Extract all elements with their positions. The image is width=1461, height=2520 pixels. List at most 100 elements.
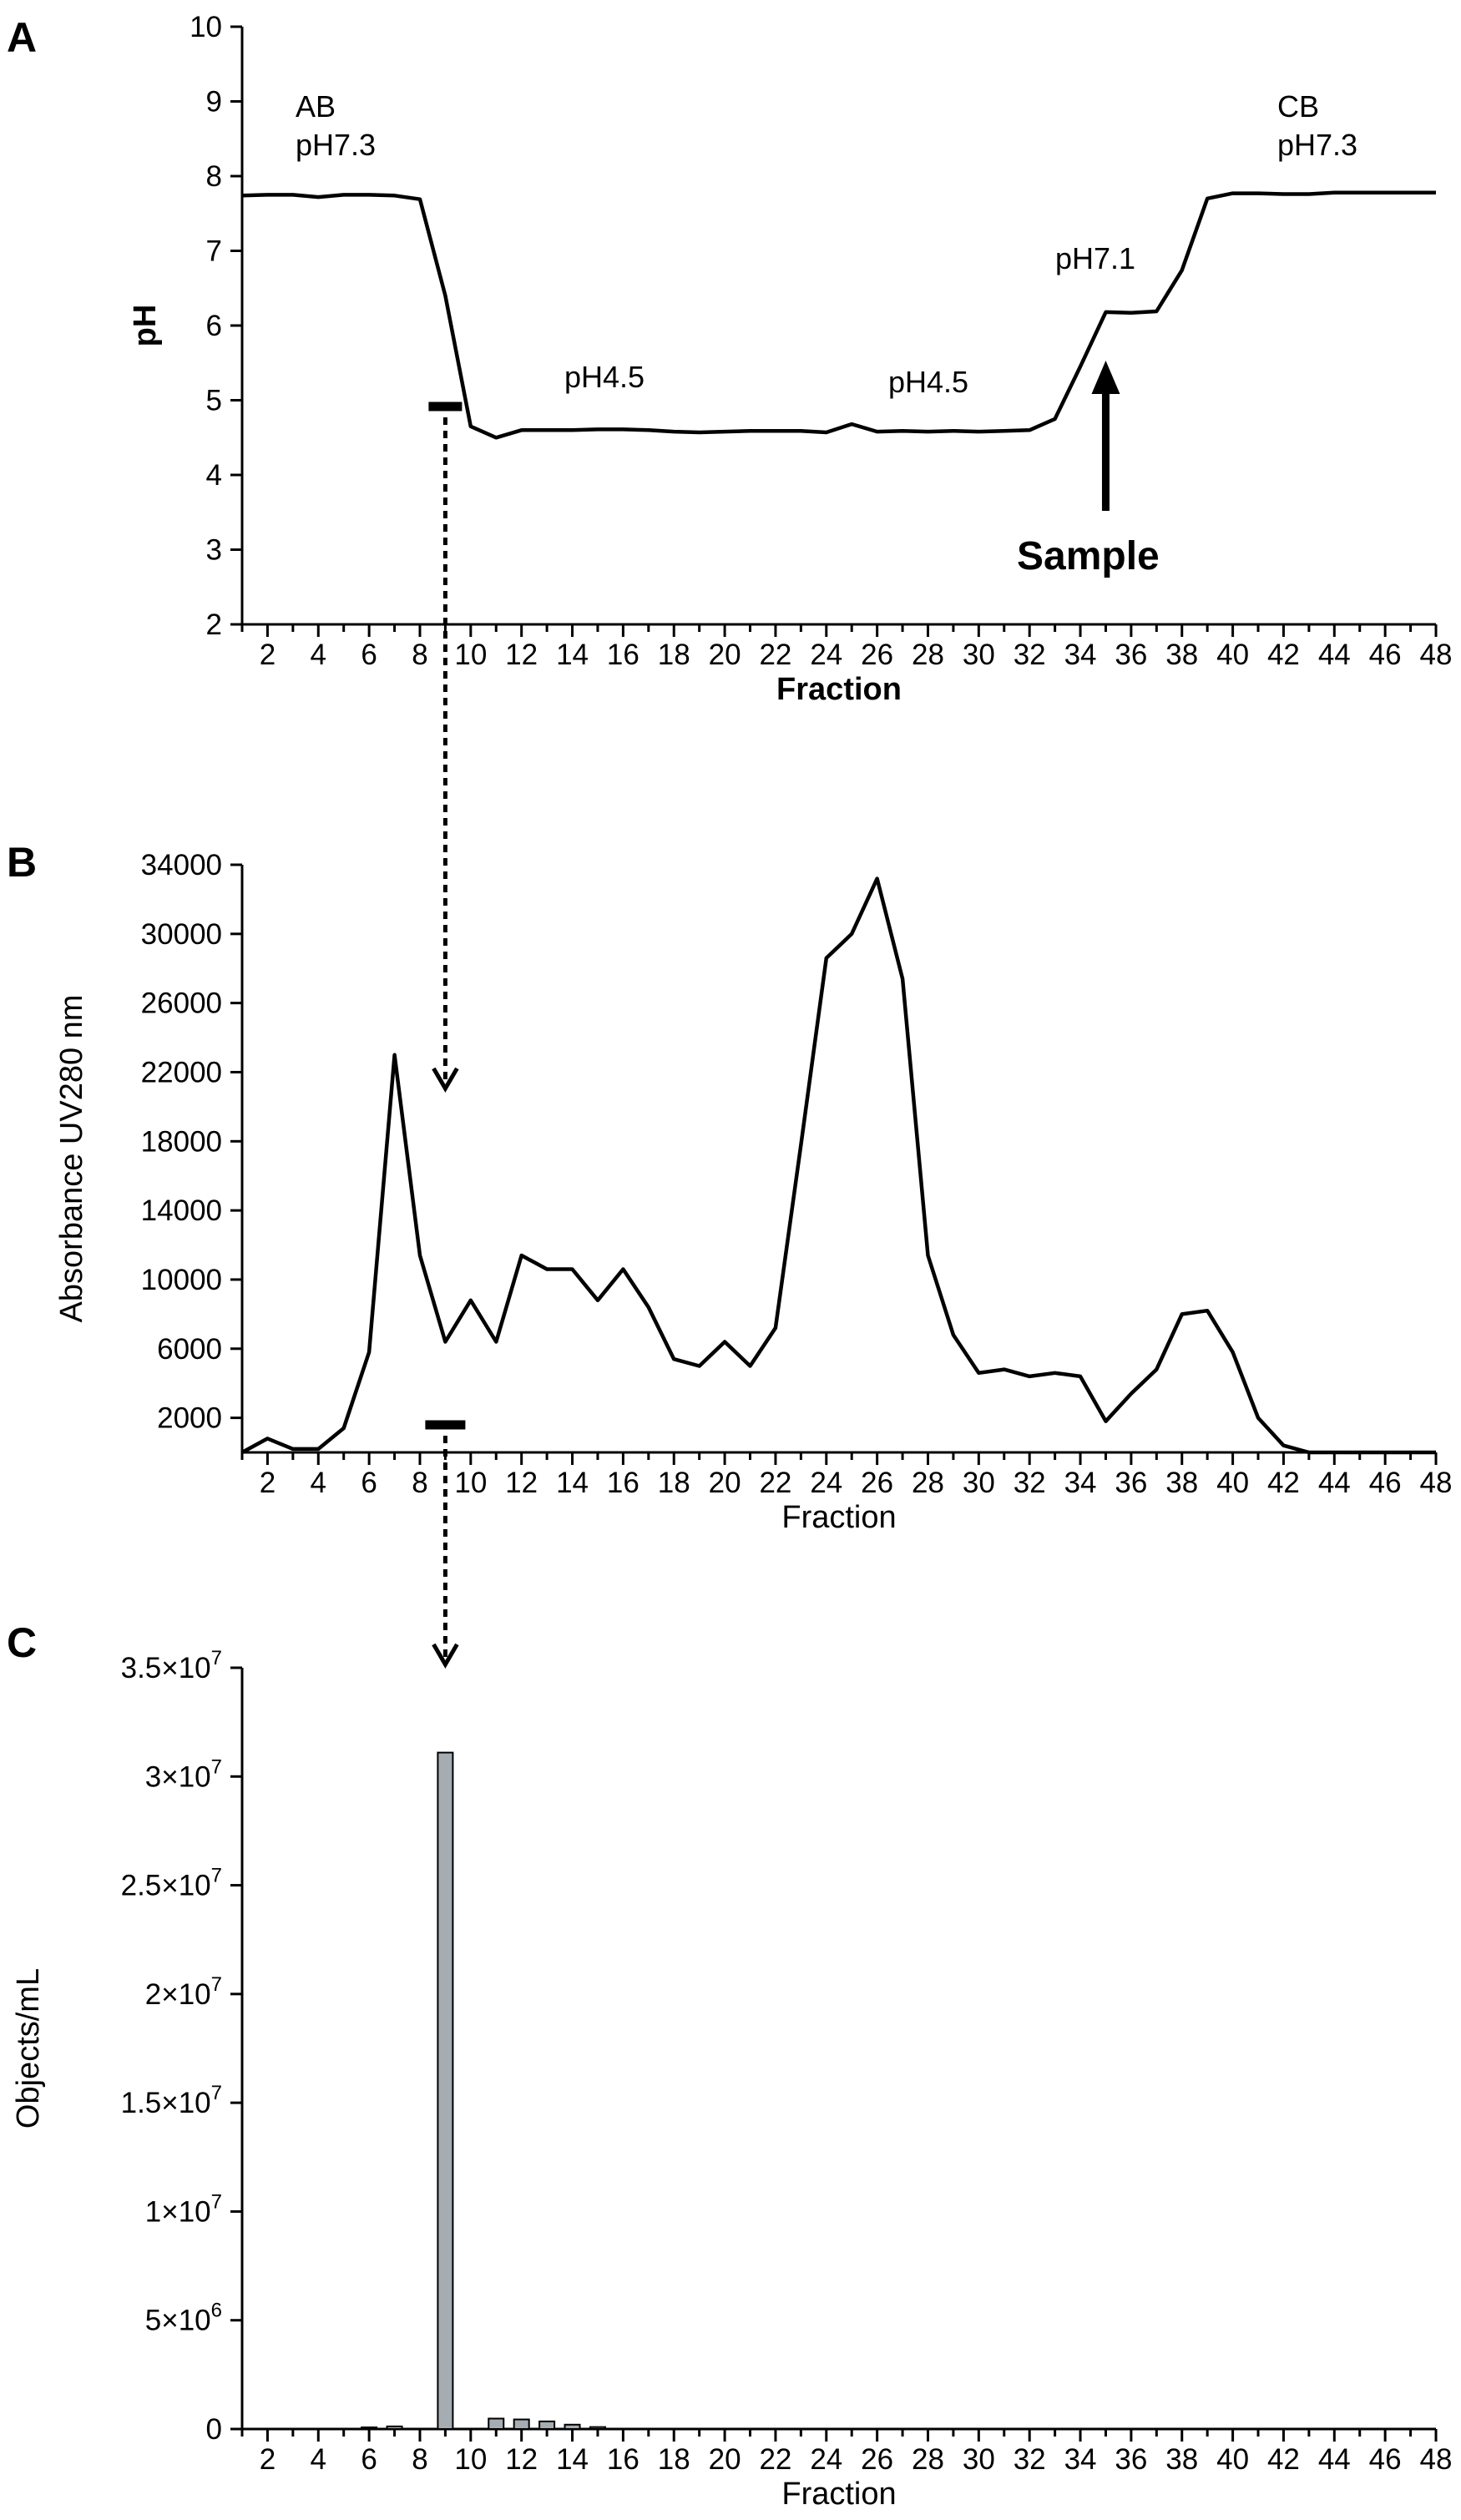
panel-letter-c: C — [7, 1619, 37, 1666]
x-tick-label-a: 4 — [311, 639, 326, 671]
x-tick-label-c: 12 — [505, 2443, 538, 2476]
annotation-sample: Sample — [1017, 534, 1160, 578]
x-tick-label-c: 6 — [361, 2443, 377, 2476]
y-tick-label-a: 4 — [206, 459, 222, 492]
x-tick-label-c: 46 — [1369, 2443, 1402, 2476]
x-tick-label-a: 32 — [1014, 639, 1046, 671]
x-tick-label-b: 40 — [1216, 1467, 1249, 1499]
y-tick-label-a: 8 — [206, 160, 222, 193]
x-tick-label-b: 8 — [412, 1467, 427, 1499]
x-tick-label-c: 16 — [607, 2443, 640, 2476]
y-tick-label-a: 5 — [206, 385, 222, 417]
y-tick-label-a: 9 — [206, 86, 222, 119]
x-tick-label-a: 40 — [1216, 639, 1249, 671]
x-tick-label-c: 14 — [556, 2443, 589, 2476]
x-tick-label-a: 38 — [1165, 639, 1198, 671]
x-tick-label-b: 32 — [1014, 1467, 1046, 1499]
x-tick-label-c: 20 — [709, 2443, 741, 2476]
x-axis-title-a: Fraction — [776, 672, 902, 707]
y-axis-title-a: pH — [128, 305, 163, 347]
x-tick-label-a: 8 — [412, 639, 427, 671]
x-tick-label-c: 30 — [963, 2443, 995, 2476]
x-tick-label-a: 30 — [963, 639, 995, 671]
annotation-ph45b: pH4.5 — [888, 365, 968, 399]
y-tick-label-c: 5×106 — [145, 2300, 222, 2337]
panel-letter-a: A — [7, 14, 37, 61]
panel-letter-b: B — [7, 839, 37, 886]
bar-fraction-7 — [386, 2425, 403, 2430]
y-tick-label-a: 6 — [206, 310, 222, 342]
x-tick-label-b: 14 — [556, 1467, 589, 1499]
x-tick-label-b: 42 — [1267, 1467, 1300, 1499]
x-tick-label-c: 28 — [912, 2443, 944, 2476]
panel-b-absorbance-chart: 2 4 6 8 10 12 14 16 18 20 22 24 26 28 30 32 34 36 38 40 42 44… — [54, 849, 1452, 1535]
y-tick-label-c: 3×107 — [145, 1755, 222, 1793]
x-tick-label-c: 40 — [1216, 2443, 1249, 2476]
panel-c-objects-chart: 2 4 6 8 10 12 14 16 18 20 22 24 26 28 30 32 34 36 38 40 42 44… — [11, 1647, 1452, 2512]
annotation-ab: pH7.3 — [296, 128, 376, 162]
bar-fraction-6 — [361, 2427, 378, 2430]
x-tick-label-c: 18 — [658, 2443, 690, 2476]
x-tick-label-a: 2 — [260, 639, 276, 671]
x-tick-label-b: 48 — [1420, 1467, 1453, 1499]
panel-a-ph-chart: 2 4 6 8 10 12 14 16 18 20 22 24 26 28 30 32 34 36 38 40 42 44… — [128, 11, 1452, 707]
x-tick-label-a: 16 — [607, 639, 640, 671]
y-tick-label-b: 22000 — [141, 1056, 222, 1088]
y-tick-label-c: 2.5×107 — [121, 1865, 222, 1902]
x-tick-label-c: 36 — [1115, 2443, 1147, 2476]
fraction-9-connectors — [425, 401, 466, 1669]
x-tick-label-b: 38 — [1165, 1467, 1198, 1499]
x-tick-label-b: 20 — [709, 1467, 741, 1499]
y-tick-label-b: 14000 — [141, 1194, 222, 1227]
x-tick-label-b: 18 — [658, 1467, 690, 1499]
arrow-head-b-to-c — [432, 1643, 459, 1669]
x-tick-label-c: 44 — [1318, 2443, 1351, 2476]
annotation-cb: pH7.3 — [1277, 128, 1357, 162]
x-tick-label-a: 24 — [810, 639, 842, 671]
y-tick-label-b: 26000 — [141, 987, 222, 1020]
y-tick-label-c: 3.5×107 — [121, 1647, 222, 1684]
y-tick-label-c: 1.5×107 — [121, 2082, 222, 2119]
sample-arrow-head — [1091, 361, 1120, 394]
bar-fraction-14 — [564, 2423, 581, 2431]
x-tick-label-a: 10 — [454, 639, 487, 671]
x-tick-label-a: 42 — [1267, 639, 1300, 671]
y-tick-label-c: 0 — [206, 2413, 222, 2446]
x-tick-label-a: 26 — [861, 639, 893, 671]
x-tick-label-a: 14 — [556, 639, 589, 671]
annotation-cb: CB — [1277, 89, 1319, 124]
x-tick-label-a: 28 — [912, 639, 944, 671]
y-tick-label-b: 10000 — [141, 1264, 222, 1296]
x-axis-title-c: Fraction — [781, 2477, 896, 2512]
annotation-ph71: pH7.1 — [1055, 241, 1135, 275]
x-tick-label-c: 38 — [1165, 2443, 1198, 2476]
y-tick-label-b: 6000 — [157, 1333, 222, 1366]
bar-fraction-11 — [488, 2417, 505, 2431]
y-tick-label-c: 1×107 — [145, 2190, 222, 2228]
x-tick-label-b: 22 — [759, 1467, 791, 1499]
x-tick-label-c: 2 — [260, 2443, 276, 2476]
x-tick-label-c: 24 — [810, 2443, 842, 2476]
y-tick-label-b: 34000 — [141, 849, 222, 881]
x-tick-label-b: 34 — [1064, 1467, 1097, 1499]
y-tick-label-c: 2×107 — [145, 1973, 222, 2011]
arrow-head-a-to-b — [432, 1067, 459, 1093]
y-tick-label-b: 30000 — [141, 918, 222, 951]
x-tick-label-a: 48 — [1420, 639, 1453, 671]
x-tick-label-b: 24 — [810, 1467, 842, 1499]
x-tick-label-b: 10 — [454, 1467, 487, 1499]
data-line-a — [241, 190, 1436, 440]
x-tick-label-b: 26 — [861, 1467, 893, 1499]
x-tick-label-a: 36 — [1115, 639, 1147, 671]
x-tick-label-c: 32 — [1014, 2443, 1046, 2476]
y-axis-title-b: Absorbance UV280 nm — [54, 995, 89, 1323]
x-tick-label-a: 12 — [505, 639, 538, 671]
x-tick-label-c: 42 — [1267, 2443, 1300, 2476]
annotation-ab: AB — [296, 89, 336, 124]
y-tick-label-b: 2000 — [157, 1402, 222, 1435]
x-tick-label-b: 4 — [311, 1467, 326, 1499]
x-tick-label-a: 6 — [361, 639, 377, 671]
data-line-b — [240, 876, 1436, 1455]
bar-fraction-12 — [513, 2418, 530, 2431]
y-tick-label-a: 3 — [206, 534, 222, 567]
